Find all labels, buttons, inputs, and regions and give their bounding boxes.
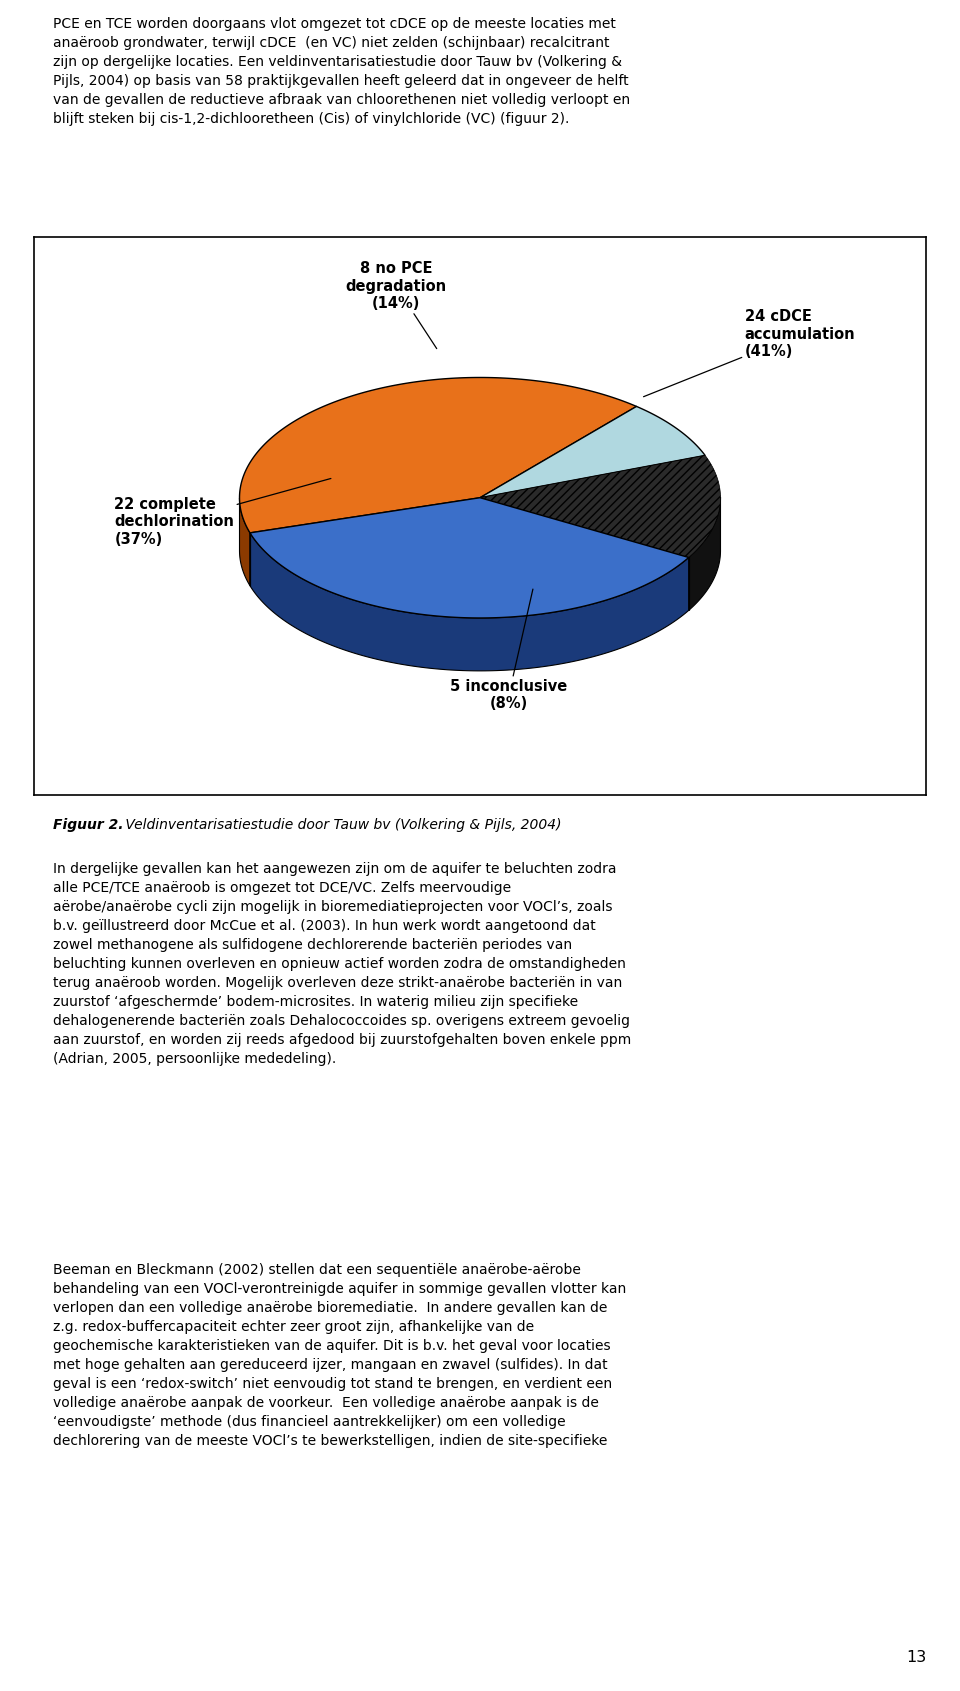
Polygon shape [239,377,636,533]
Polygon shape [480,406,706,497]
Text: Figuur 2.: Figuur 2. [53,818,123,832]
Text: In dergelijke gevallen kan het aangewezen zijn om de aquifer te beluchten zodra
: In dergelijke gevallen kan het aangeweze… [53,862,631,1065]
Text: Veldinventarisatiestudie door Tauw bv (Volkering & Pijls, 2004): Veldinventarisatiestudie door Tauw bv (V… [121,818,562,832]
Polygon shape [480,455,721,558]
Text: 5 inconclusive
(8%): 5 inconclusive (8%) [450,588,567,712]
Polygon shape [239,499,250,585]
Polygon shape [250,533,688,671]
Text: 13: 13 [906,1650,926,1664]
Text: 8 no PCE
degradation
(14%): 8 no PCE degradation (14%) [346,260,446,348]
Text: 22 complete
dechlorination
(37%): 22 complete dechlorination (37%) [114,479,331,546]
Text: 24 cDCE
accumulation
(41%): 24 cDCE accumulation (41%) [643,309,855,397]
Polygon shape [250,497,688,617]
Polygon shape [688,497,721,610]
Text: Beeman en Bleckmann (2002) stellen dat een sequentiële anaërobe-aërobe
behandeli: Beeman en Bleckmann (2002) stellen dat e… [53,1263,626,1447]
Text: PCE en TCE worden doorgaans vlot omgezet tot cDCE op de meeste locaties met
anaë: PCE en TCE worden doorgaans vlot omgezet… [53,17,630,125]
